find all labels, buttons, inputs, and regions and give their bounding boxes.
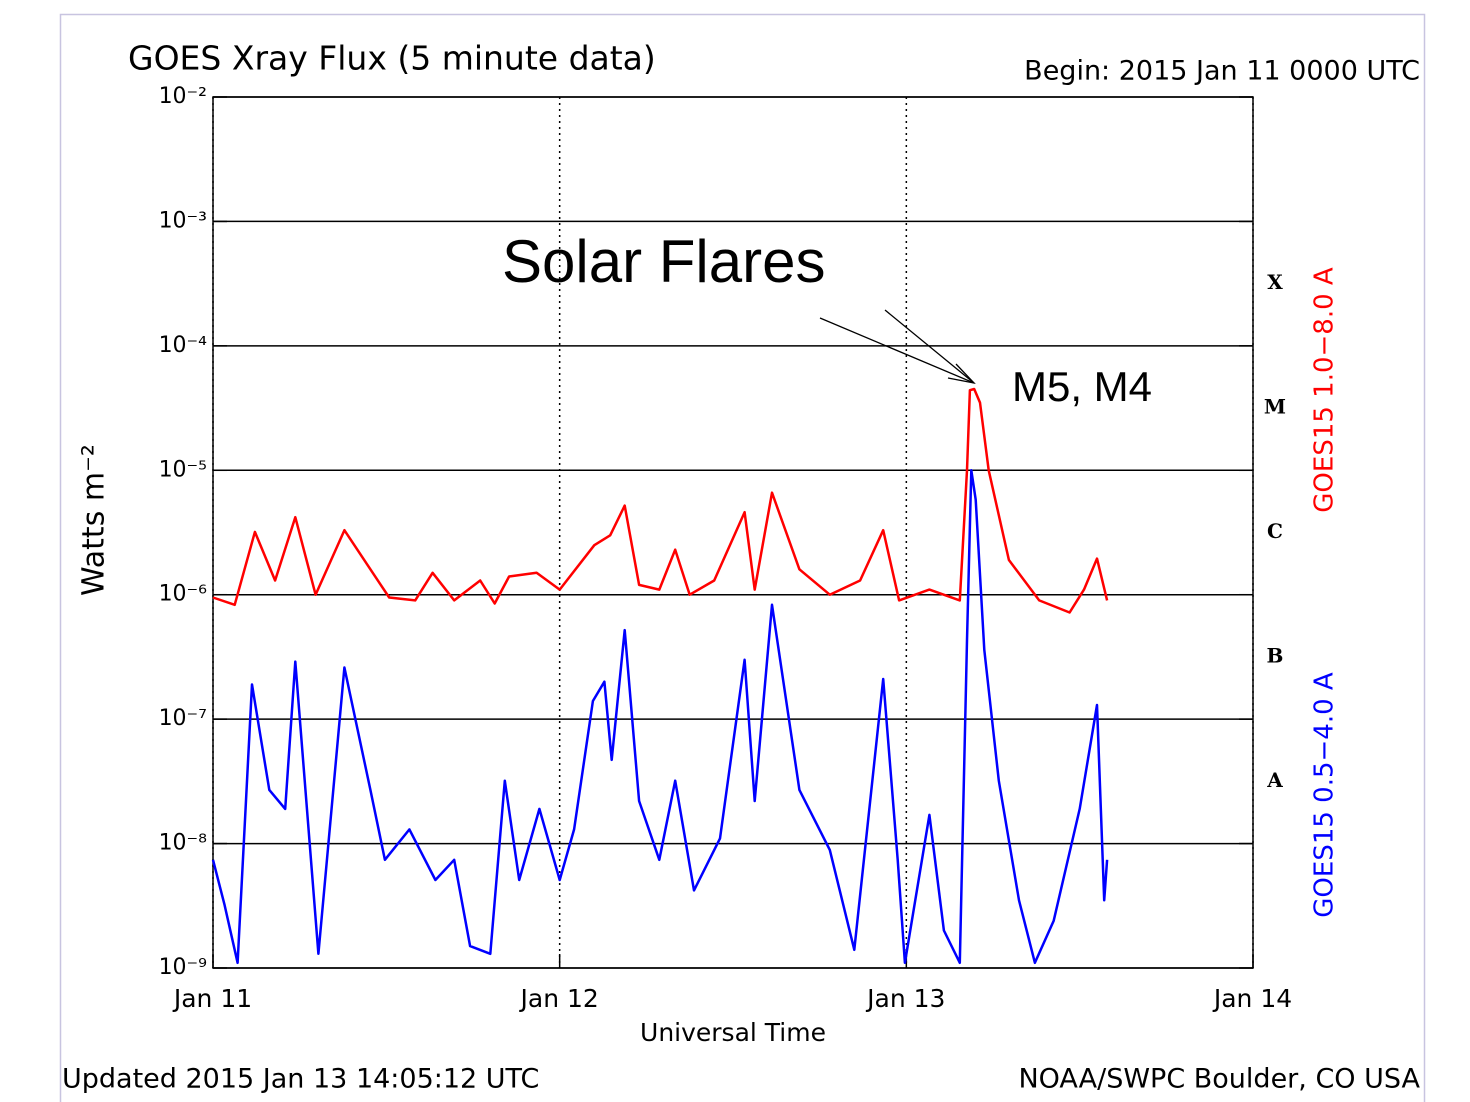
x-tick-label: Jan 12: [519, 984, 599, 1013]
updated-label: Updated 2015 Jan 13 14:05:12 UTC: [62, 1064, 539, 1095]
y-tick-label: 10⁻⁷: [159, 706, 207, 731]
arrow-head: [947, 363, 976, 385]
y-tick-label: 10⁻⁶: [159, 582, 208, 607]
class-label: B: [1267, 643, 1284, 667]
legend-label: GOES15 1.0−8.0 A: [1310, 267, 1340, 513]
class-label: X: [1267, 270, 1283, 294]
class-label: M: [1264, 395, 1286, 419]
chart-title: GOES Xray Flux (5 minute data): [128, 39, 656, 78]
plot-frame: [212, 96, 1254, 969]
y-tick-label: 10⁻³: [159, 208, 207, 233]
arrow: [819, 317, 975, 384]
annotation: M5, M4: [1012, 363, 1152, 410]
x-tick-label: Jan 14: [1212, 984, 1292, 1013]
x-axis-label: Universal Time: [640, 1018, 826, 1047]
class-label: A: [1266, 768, 1283, 792]
y-tick-label: 10⁻⁸: [159, 831, 208, 856]
legend-label: GOES15 0.5−4.0 A: [1310, 672, 1340, 918]
class-label: C: [1267, 519, 1283, 543]
series-line: [211, 469, 1109, 965]
frame: [59, 13, 1426, 1102]
x-tick-label: Jan 13: [865, 984, 945, 1013]
y-tick-label: 10⁻⁹: [159, 955, 207, 980]
y-tick-label: 10⁻⁵: [159, 457, 207, 482]
y-axis-label: Watts m⁻²: [77, 444, 112, 596]
begin-label: Begin: 2015 Jan 11 0000 UTC: [1024, 56, 1420, 87]
series-line: [212, 387, 1109, 614]
y-tick-label: 10⁻⁴: [159, 333, 208, 358]
annotation: Solar Flares: [502, 228, 825, 295]
y-tick-label: 10⁻²: [159, 84, 207, 109]
x-tick-label: Jan 11: [172, 984, 252, 1013]
credit-label: NOAA/SWPC Boulder, CO USA: [1018, 1064, 1420, 1095]
